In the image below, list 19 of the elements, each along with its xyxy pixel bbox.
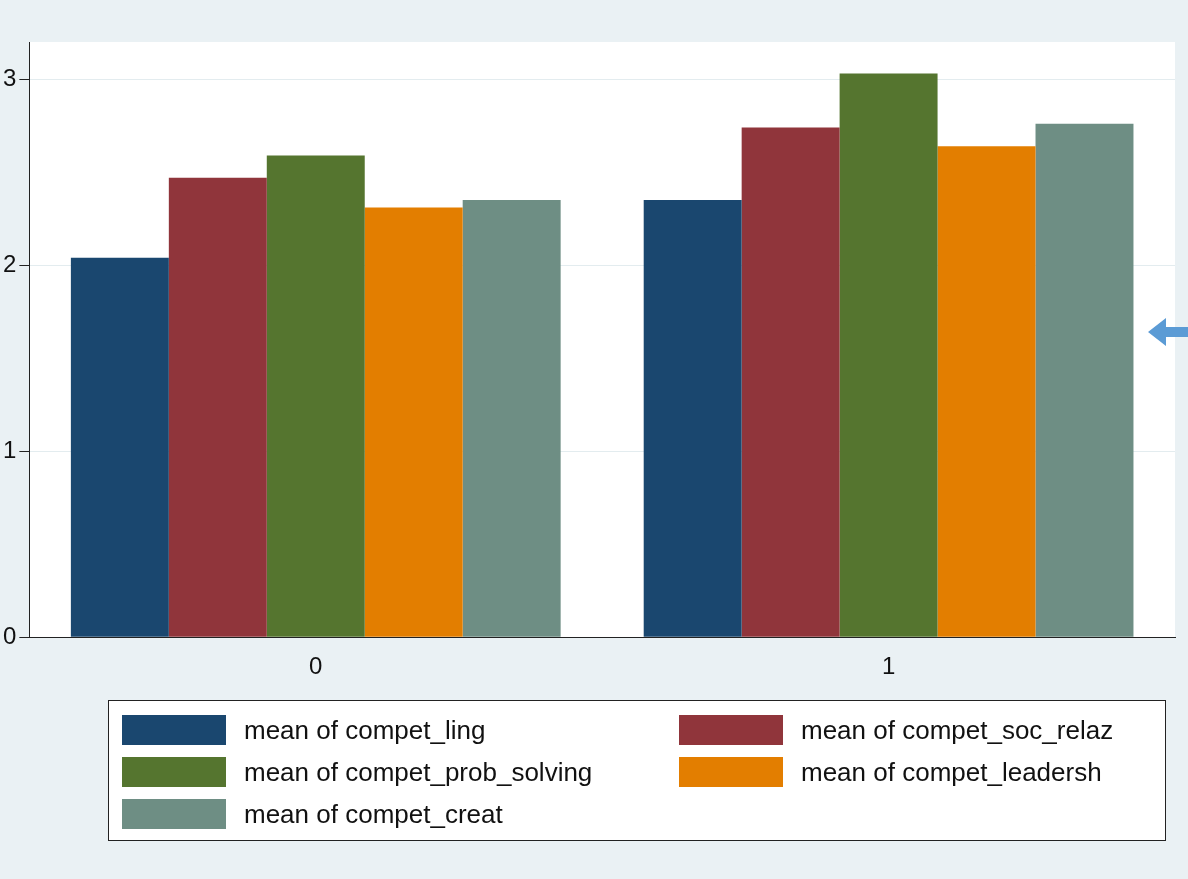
- legend-label: mean of compet_prob_solving: [244, 756, 593, 788]
- bar: [937, 146, 1036, 637]
- y-tick-label: 3: [2, 63, 17, 91]
- bar: [643, 200, 742, 637]
- y-tick-label: 0: [2, 621, 17, 649]
- bar: [1035, 123, 1134, 637]
- bar: [741, 127, 840, 637]
- bar: [364, 207, 463, 637]
- legend-label: mean of compet_ling: [244, 714, 486, 746]
- bar: [266, 155, 365, 637]
- bar: [839, 73, 938, 637]
- bar: [70, 257, 169, 637]
- legend-label: mean of compet_creat: [244, 798, 503, 830]
- bar: [168, 177, 267, 637]
- legend-label: mean of compet_leadersh: [801, 756, 1102, 788]
- y-tick-label: 2: [2, 249, 17, 277]
- bar: [462, 200, 561, 637]
- y-tick-label: 1: [2, 435, 17, 463]
- legend-label: mean of compet_soc_relaz: [801, 714, 1114, 746]
